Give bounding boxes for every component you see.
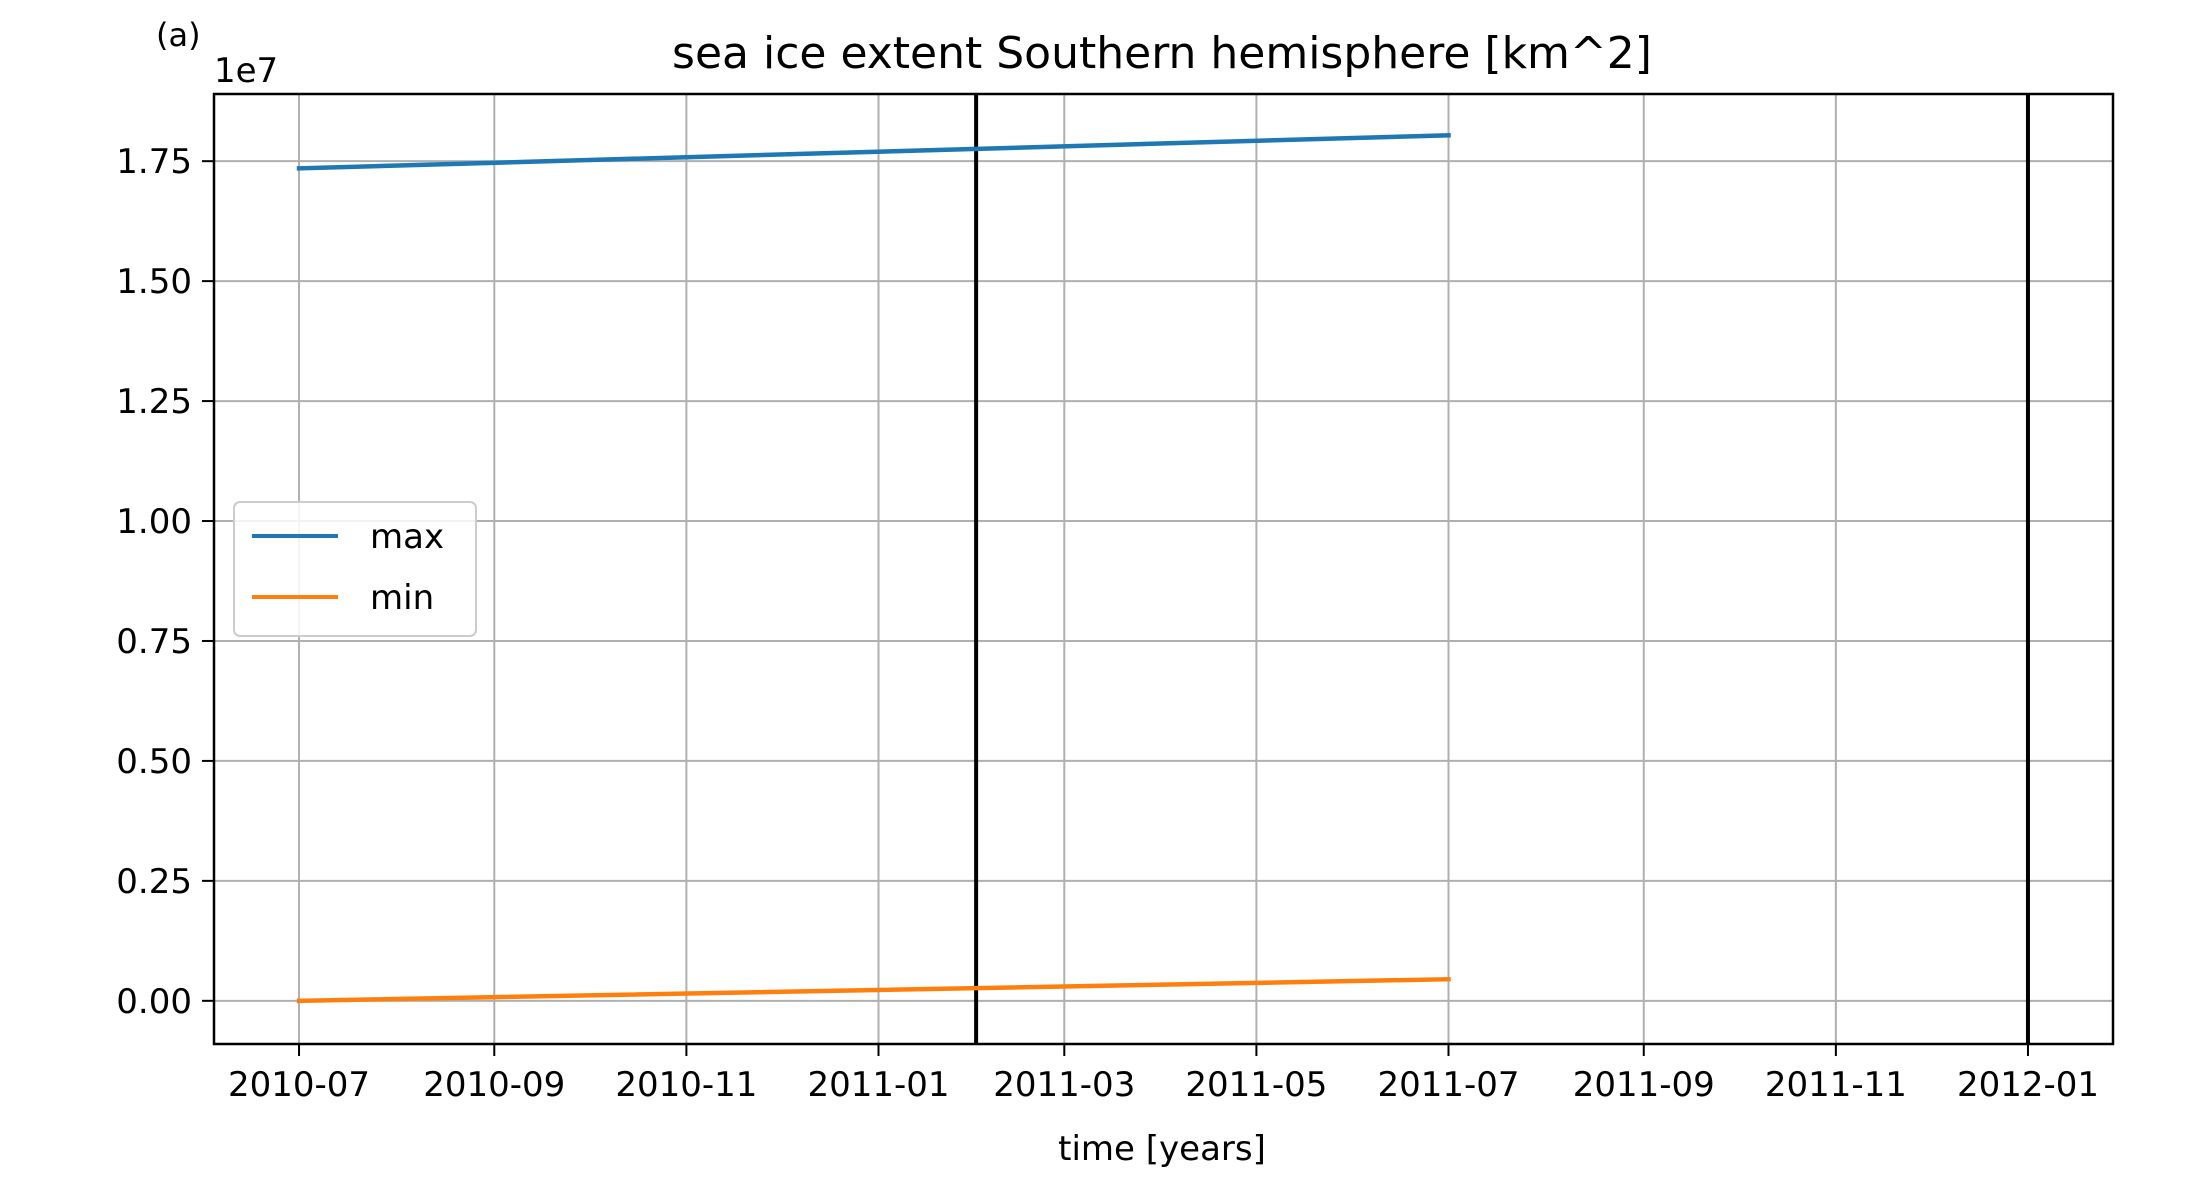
x-axis-label: time [years] [1058,1129,1266,1169]
series-line-min [296,976,1451,1004]
chart-title: sea ice extent Southern hemisphere [km^2… [672,28,1652,79]
y-tick-label: 0.00 [116,982,192,1022]
series-line-max [296,132,1451,171]
x-tick-label: 2011-09 [1573,1065,1715,1105]
legend-label-max: max [370,517,444,557]
y-tick-label: 0.25 [116,862,192,902]
legend: max min [233,501,477,637]
x-tick-label: 2011-11 [1765,1065,1907,1105]
y-tick-label: 1.50 [116,262,192,302]
x-tick-label: 2010-11 [615,1065,757,1105]
panel-label: (a) [156,16,201,54]
x-tick-label: 2012-01 [1957,1065,2099,1105]
legend-label-min: min [370,578,434,618]
x-tick-label: 2011-03 [993,1065,1135,1105]
x-tick-label: 2010-07 [228,1065,370,1105]
y-tick-label: 1.75 [116,142,192,182]
y-offset-label: 1e7 [214,51,278,91]
y-tick-label: 1.25 [116,382,192,422]
x-tick-label: 2010-09 [423,1065,565,1105]
x-tick-label: 2011-05 [1185,1065,1327,1105]
y-tick-label: 0.50 [116,742,192,782]
series-layer [296,132,1451,1004]
plot-frame [212,92,2115,1046]
tick-layer: 2010-07 2010-09 2010-11 2011-01 2011-03 2011-… [116,142,2099,1105]
y-tick-label: 0.75 [116,622,192,662]
vertical-lines-layer [974,94,2030,1044]
x-tick-label: 2011-01 [807,1065,949,1105]
x-tick-label: 2011-07 [1377,1065,1519,1105]
y-tick-label: 1.00 [116,502,192,542]
